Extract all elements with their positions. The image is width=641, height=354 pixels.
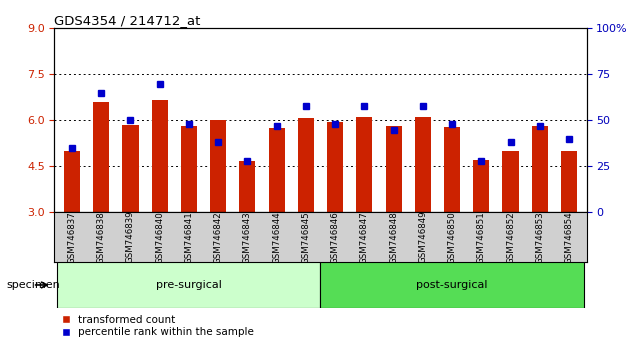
Text: GSM746846: GSM746846	[331, 211, 340, 264]
Text: GSM746843: GSM746843	[243, 211, 252, 264]
Text: GSM746850: GSM746850	[447, 211, 456, 264]
Bar	[298, 118, 314, 212]
Bar	[531, 126, 548, 212]
Bar	[152, 101, 168, 212]
Bar	[473, 160, 489, 212]
Bar	[320, 262, 583, 308]
Bar	[415, 117, 431, 212]
Text: GSM746852: GSM746852	[506, 211, 515, 264]
Bar	[561, 151, 577, 212]
Bar	[327, 122, 343, 212]
Bar	[93, 102, 110, 212]
Legend: transformed count, percentile rank within the sample: transformed count, percentile rank withi…	[60, 313, 256, 339]
Text: specimen: specimen	[6, 280, 60, 290]
Bar	[58, 262, 320, 308]
Text: GSM746842: GSM746842	[213, 211, 222, 264]
Text: GSM746849: GSM746849	[419, 211, 428, 263]
Text: GSM746854: GSM746854	[565, 211, 574, 264]
Text: GSM746851: GSM746851	[477, 211, 486, 264]
Text: post-surgical: post-surgical	[416, 280, 488, 290]
Text: GSM746839: GSM746839	[126, 211, 135, 263]
Text: GSM746840: GSM746840	[155, 211, 164, 264]
Bar	[64, 151, 80, 212]
Bar	[239, 161, 256, 212]
Bar	[503, 151, 519, 212]
Bar	[356, 117, 372, 212]
Text: GSM746853: GSM746853	[535, 211, 544, 264]
Text: GSM746845: GSM746845	[301, 211, 310, 264]
Text: GDS4354 / 214712_at: GDS4354 / 214712_at	[54, 14, 201, 27]
Bar	[122, 125, 138, 212]
Bar	[210, 120, 226, 212]
Text: GSM746847: GSM746847	[360, 211, 369, 264]
Text: GSM746837: GSM746837	[67, 211, 76, 264]
Text: pre-surgical: pre-surgical	[156, 280, 222, 290]
Bar	[444, 127, 460, 212]
Text: GSM746838: GSM746838	[97, 211, 106, 264]
Bar	[181, 126, 197, 212]
Text: GSM746841: GSM746841	[185, 211, 194, 264]
Bar	[385, 126, 402, 212]
Text: GSM746848: GSM746848	[389, 211, 398, 264]
Text: GSM746844: GSM746844	[272, 211, 281, 264]
Bar	[269, 128, 285, 212]
